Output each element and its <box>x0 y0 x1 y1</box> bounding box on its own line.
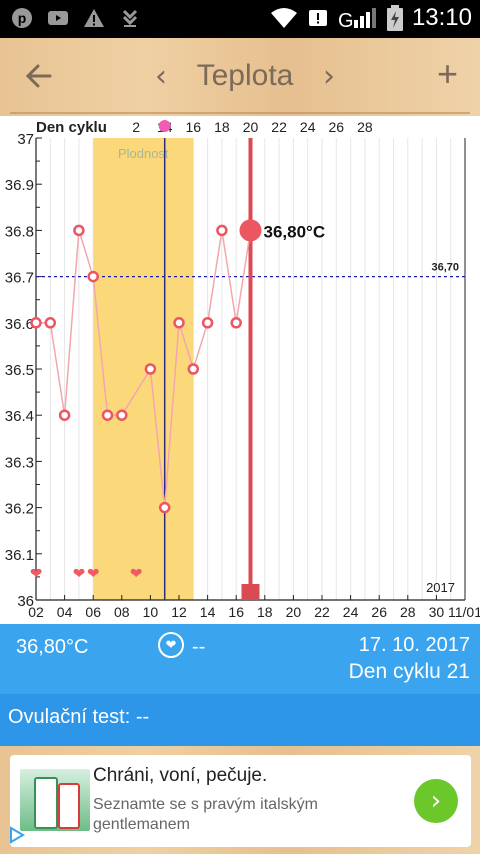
heart-icon[interactable]: ❤ <box>158 632 184 658</box>
data-point <box>73 224 85 237</box>
x-tick-label: 08 <box>114 604 130 620</box>
data-point <box>201 317 214 329</box>
coverline-label: 36,70 <box>431 262 459 274</box>
y-tick-label: 36.8 <box>5 223 34 240</box>
heart-marker: ❤ <box>30 564 43 582</box>
y-tick-label: 36.5 <box>5 362 34 379</box>
x-tick-label: 04 <box>57 604 73 620</box>
ad-area: Chráni, voní, pečuje. Seznamte se s prav… <box>0 746 480 854</box>
year-label: 2017 <box>426 580 455 595</box>
data-point <box>144 363 157 375</box>
x-tick-label: 24 <box>343 604 359 620</box>
data-point <box>230 317 242 329</box>
x-tick-label: 18 <box>257 604 273 620</box>
adchoices-icon[interactable] <box>8 826 26 844</box>
data-point <box>44 317 57 329</box>
x-tick-label: 20 <box>286 604 302 620</box>
data-point <box>187 363 200 375</box>
cycle-tick-label: 24 <box>300 119 316 135</box>
x-tick-label: 10 <box>143 604 159 620</box>
clock: 13:10 <box>411 4 472 31</box>
y-tick-label: 36 <box>17 593 34 610</box>
ad-product-image <box>20 769 90 831</box>
ovulation-test-label: Ovulační test: -- <box>8 706 150 728</box>
selected-value-label: 36,80°C <box>264 222 326 241</box>
chart-canvas[interactable]: Plodnost 37 36.9 36.8 36.7 36.6 36.5 36.4 36.3 36… <box>0 116 480 624</box>
x-tick-label: 26 <box>371 604 387 620</box>
heart-marker: ❤ <box>73 564 86 582</box>
x-tick-label: 14 <box>200 604 216 620</box>
cycle-tick-label: 2 <box>132 119 140 135</box>
arrow-left-icon[interactable] <box>20 56 60 96</box>
page-title: Teplota <box>196 59 294 92</box>
data-point <box>158 501 171 514</box>
ad-description: Seznamte se s pravým italským gentlemane… <box>93 796 318 833</box>
data-point <box>173 317 185 329</box>
pinterest-icon: p <box>12 8 32 28</box>
x-tick-label: 16 <box>228 604 244 620</box>
warning-icon <box>84 9 104 27</box>
data-point <box>87 270 99 283</box>
selected-date: 17. 10. 2017 <box>358 634 470 656</box>
y-tick-label: 36.2 <box>5 501 34 518</box>
app-toolbar: ‹ Teplota › + <box>0 38 480 116</box>
selected-day-info: 36,80°C ❤ -- 17. 10. 2017 Den cyklu 21 <box>0 624 480 694</box>
x-tick-label: 02 <box>28 604 44 620</box>
cycle-tick-label: 26 <box>329 119 345 135</box>
cycle-tick-label: 20 <box>243 119 259 135</box>
svg-text:p: p <box>18 10 27 26</box>
heart-marker: ❤ <box>87 564 100 582</box>
temperature-chart[interactable]: Plodnost 37 36.9 36.8 36.7 36.6 36.5 36.4 36.3 36… <box>0 116 480 624</box>
cycle-axis-label: Den cyklu <box>36 119 107 136</box>
previous-button[interactable]: ‹ <box>155 58 167 94</box>
notification-icon <box>308 10 327 26</box>
data-point <box>30 317 42 329</box>
y-tick-label: 37 <box>17 131 34 148</box>
heart-marker: ❤ <box>130 564 143 582</box>
youtube-icon <box>48 11 68 25</box>
wifi-icon <box>270 8 297 28</box>
fertile-window <box>93 138 194 600</box>
x-tick-label: 11/01 <box>448 604 480 620</box>
y-tick-label: 36.6 <box>5 316 34 333</box>
fertile-label: Plodnost <box>118 146 169 161</box>
x-tick-label: 30 <box>429 604 445 620</box>
intercourse-value: -- <box>192 636 206 658</box>
signal-icon: G <box>338 8 376 30</box>
data-point <box>58 409 71 421</box>
status-bar: p G 13:10 <box>0 0 480 38</box>
download-icon <box>122 9 138 27</box>
y-tick-label: 36.3 <box>5 454 34 471</box>
data-point <box>101 409 114 421</box>
cycle-tick-label: 18 <box>214 119 230 135</box>
selected-data-point <box>239 219 262 242</box>
y-tick-label: 36.4 <box>5 408 34 425</box>
cycle-tick-label: 16 <box>186 119 202 135</box>
ovulation-test-row[interactable]: Ovulační test: -- <box>0 694 480 746</box>
x-tick-label: 28 <box>400 604 416 620</box>
add-button[interactable]: + <box>436 53 458 94</box>
selected-temperature: 36,80°C <box>16 636 89 658</box>
y-tick-label: 36.7 <box>5 270 34 287</box>
x-tick-label: 22 <box>314 604 330 620</box>
y-tick-label: 36.1 <box>5 547 34 564</box>
x-tick-label: 06 <box>85 604 101 620</box>
ad-title: Chráni, voní, pečuje. <box>93 765 268 786</box>
chevron-right-icon[interactable]: › <box>414 779 458 823</box>
title-navigator: ‹ Teplota › <box>150 54 340 98</box>
data-point <box>216 224 228 237</box>
ovulation-marker <box>158 120 171 132</box>
cycle-day: Den cyklu 21 <box>348 660 470 683</box>
ad-banner[interactable]: Chráni, voní, pečuje. Seznamte se s prav… <box>10 755 471 847</box>
next-button[interactable]: › <box>323 58 335 94</box>
data-point <box>116 409 128 421</box>
cycle-tick-label: 22 <box>271 119 287 135</box>
x-tick-label: 12 <box>171 604 187 620</box>
cycle-tick-label: 28 <box>357 119 373 135</box>
y-tick-label: 36.9 <box>5 177 34 194</box>
svg-text:G: G <box>338 10 354 30</box>
battery-charging-icon <box>386 5 403 31</box>
selected-day-handle <box>241 584 260 600</box>
